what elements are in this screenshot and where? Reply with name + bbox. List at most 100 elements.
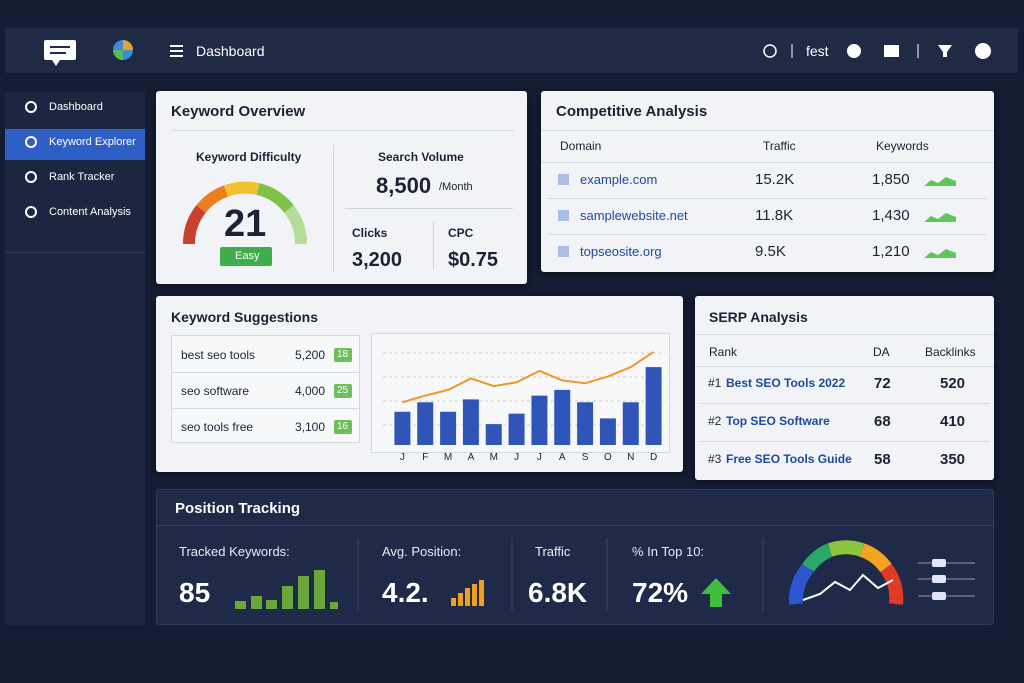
metric-value: 6.8K <box>528 577 588 608</box>
difficulty-value: 21 <box>224 203 267 245</box>
score-badge <box>334 420 352 434</box>
score: 25 <box>337 385 349 396</box>
column-header: Backlinks <box>925 345 976 359</box>
row-divider <box>172 372 359 373</box>
cpc-value: $0.75 <box>448 249 499 271</box>
domain[interactable]: example.com <box>580 172 658 187</box>
row-divider <box>700 441 990 442</box>
search-volume: 8,500 <box>376 173 432 198</box>
metric-label: CPC <box>448 226 474 240</box>
row-divider <box>548 234 986 235</box>
keyword[interactable]: seo software <box>181 384 250 398</box>
metric-value: 72% <box>632 577 689 608</box>
metric-label: Avg. Position: <box>382 544 462 559</box>
backlinks: 410 <box>940 413 966 430</box>
metric-value: 4.2. <box>382 577 429 608</box>
nav-icon <box>25 136 37 148</box>
column-header: Traffic <box>763 139 796 153</box>
rating-badge <box>220 247 272 266</box>
metric-label: Keyword Difficulty <box>196 150 302 164</box>
keywords: 1,430 <box>872 207 910 224</box>
card-title: SERP Analysis <box>709 309 808 325</box>
nav-icon <box>25 206 37 218</box>
column-header: DA <box>873 345 890 359</box>
divider <box>433 222 434 270</box>
suggestions-table <box>171 335 360 443</box>
backlinks: 350 <box>940 451 966 468</box>
divider <box>541 130 994 131</box>
card-title: Competitive Analysis <box>556 103 708 120</box>
card-title: Keyword Overview <box>171 103 306 120</box>
divider <box>695 334 994 335</box>
domain-icon <box>558 210 569 221</box>
metric-label: Tracked Keywords: <box>179 544 290 559</box>
domain[interactable]: topseosite.org <box>580 244 662 259</box>
card-title: Position Tracking <box>175 500 301 517</box>
nav-item[interactable]: Dashboard <box>49 101 103 113</box>
page-title[interactable]: Free SEO Tools Guide <box>726 452 852 466</box>
rank: #3 <box>708 452 722 466</box>
rank: #1 <box>708 376 722 390</box>
domain-authority: 72 <box>874 375 891 392</box>
divider <box>333 145 334 272</box>
score-badge <box>334 348 352 362</box>
traffic: 15.2K <box>755 171 795 188</box>
clicks-value: 3,200 <box>352 249 403 271</box>
column-header: Keywords <box>876 139 929 153</box>
header-icons <box>44 40 991 66</box>
traffic: 11.8K <box>755 207 794 224</box>
keyword[interactable]: best seo tools <box>181 348 256 362</box>
unit: /Month <box>439 181 473 193</box>
divider <box>695 366 994 367</box>
metric-value: 85 <box>179 577 211 608</box>
traffic: 9.5K <box>755 243 786 260</box>
row-divider <box>172 408 359 409</box>
difficulty-rating: Easy <box>235 250 260 262</box>
metric-label: Traffic <box>535 544 571 559</box>
position-tracking-card <box>156 489 994 625</box>
row-divider <box>548 198 986 199</box>
user-name[interactable]: fest <box>806 43 829 59</box>
domain-authority: 58 <box>874 451 891 468</box>
score: 18 <box>337 349 349 360</box>
divider <box>171 130 514 131</box>
serp-analysis-card <box>695 296 994 480</box>
keywords: 1,210 <box>872 243 910 260</box>
rank: #2 <box>708 414 722 428</box>
nav-item[interactable]: Rank Tracker <box>49 171 115 183</box>
card-title: Keyword Suggestions <box>171 309 319 325</box>
score-badge <box>334 384 352 398</box>
nav-icon <box>25 171 37 183</box>
metric-label: Clicks <box>352 226 388 240</box>
page-title[interactable]: Top SEO Software <box>726 414 830 428</box>
keyword-overview-card <box>156 91 527 284</box>
volume: 4,000 <box>295 384 326 398</box>
keyword[interactable]: seo tools free <box>181 420 254 434</box>
divider <box>541 162 994 163</box>
page-title[interactable]: Best SEO Tools 2022 <box>726 376 846 390</box>
nav-item[interactable]: Keyword Explorer <box>49 136 136 148</box>
divider <box>345 208 513 209</box>
metric-label: % In Top 10: <box>632 544 705 559</box>
row-divider <box>700 403 990 404</box>
backlinks: 520 <box>940 375 966 392</box>
column-header: Rank <box>709 345 738 359</box>
domain-icon <box>558 246 569 257</box>
volume: 5,200 <box>295 348 326 362</box>
metric-label: Search Volume <box>378 150 464 164</box>
domain-authority: 68 <box>874 413 891 430</box>
page-title: Dashboard <box>196 43 265 59</box>
domain-icon <box>558 174 569 185</box>
sidebar-divider <box>5 252 145 253</box>
nav-icon <box>25 101 37 113</box>
nav-item[interactable]: Content Analysis <box>49 206 131 218</box>
column-header: Domain <box>560 139 602 153</box>
difficulty-gauge <box>182 181 308 245</box>
score: 16 <box>337 421 349 432</box>
divider <box>156 525 994 526</box>
domain[interactable]: samplewebsite.net <box>580 208 688 223</box>
volume: 3,100 <box>295 420 326 434</box>
